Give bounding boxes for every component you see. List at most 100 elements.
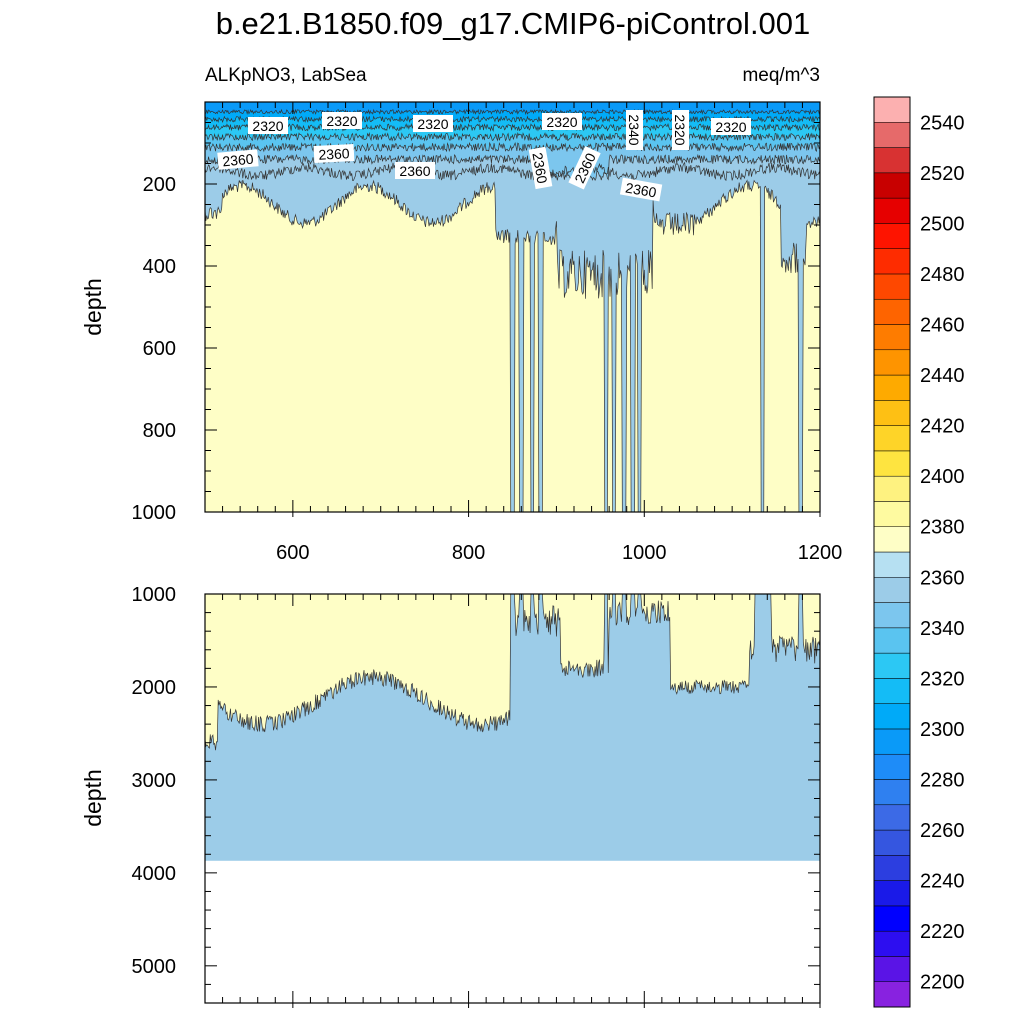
contour-label: 2320 [322, 112, 362, 129]
contour-band-2350 [205, 143, 820, 181]
y-tick-label: 4000 [132, 863, 177, 885]
upper-panel: 2320 2320 2320 2320 2320 2340 2320 2360 2360 2360… [80, 101, 843, 564]
colorbar-swatch [873, 880, 911, 907]
colorbar-swatch [873, 374, 911, 401]
colorbar-swatch [873, 298, 911, 325]
colorbar-swatch [873, 349, 911, 376]
colorbar-label: 2520 [920, 163, 965, 185]
subtitle-left: ALKpNO3, LabSea [205, 65, 367, 86]
contour-label: 2320 [413, 115, 453, 132]
svg-text:2360: 2360 [222, 151, 255, 170]
contour-label: 2360 [313, 143, 355, 164]
svg-text:2360: 2360 [399, 163, 430, 179]
y-tick-label: 600 [143, 338, 176, 360]
colorbar-label: 2440 [920, 365, 965, 387]
colorbar-swatch [873, 425, 911, 452]
colorbar-frame [873, 96, 911, 1008]
upper-axis-ticks: 200 400 600 800 1000 600 800 1000 1200 [132, 101, 843, 564]
colorbar-label: 2260 [920, 820, 965, 842]
y-tick-label: 5000 [132, 956, 177, 978]
lower-contour-fill [205, 594, 820, 861]
contour-line [204, 161, 821, 182]
colorbar-swatch [873, 804, 911, 831]
svg-text:2320: 2320 [417, 116, 448, 132]
colorbar-label: 2220 [920, 921, 965, 943]
chart-title: b.e21.B1850.f09_g17.CMIP6-piControl.001 [216, 6, 811, 41]
colorbar-swatch [873, 475, 911, 502]
colorbar-label: 2240 [920, 871, 965, 893]
colorbar-swatch [873, 956, 911, 982]
colorbar-label: 2300 [920, 719, 965, 741]
colorbar-swatch [873, 273, 911, 300]
upper-contour-fill [205, 102, 820, 513]
colorbar-swatch [873, 577, 911, 603]
y-tick-label: 3000 [132, 770, 177, 792]
colorbar-label: 2200 [920, 972, 965, 994]
x-tick-label: 800 [452, 542, 485, 564]
colorbar-swatch [873, 602, 911, 629]
colorbar-swatch [873, 223, 911, 249]
colorbar-swatch [873, 753, 911, 780]
contour-line [204, 153, 821, 182]
colorbar-swatch [873, 147, 911, 174]
colorbar-swatch [873, 248, 911, 275]
y-tick-label: 1000 [132, 502, 177, 524]
svg-text:2360: 2360 [624, 179, 658, 200]
x-tick-label: 600 [276, 542, 309, 564]
contour-label: 2320 [542, 113, 582, 130]
y-tick-label: 2000 [132, 677, 177, 699]
colorbar-swatch [873, 728, 911, 755]
svg-text:2320: 2320 [715, 119, 746, 135]
colorbar-swatch [873, 172, 911, 199]
colorbar-swatch [873, 526, 911, 553]
colorbar-label: 2380 [920, 517, 965, 539]
contour-band-2300 [205, 102, 820, 114]
colorbar-label: 2420 [920, 416, 965, 438]
colorbar-label: 2400 [920, 466, 965, 488]
colorbar-swatch [873, 627, 911, 654]
svg-text:2320: 2320 [672, 114, 688, 145]
y-tick-label: 400 [143, 256, 176, 278]
y-tick-label: 1000 [132, 584, 177, 606]
colorbar-swatch [873, 122, 911, 148]
colorbar-swatch [873, 678, 911, 704]
contour-band-2340 [205, 133, 820, 152]
contour-band-2380 [205, 179, 820, 513]
colorbar-swatch [873, 905, 911, 932]
colorbar-label: 2480 [920, 264, 965, 286]
x-tick-label: 1200 [798, 542, 843, 564]
colorbar-swatch [873, 855, 911, 881]
y-tick-label: 800 [143, 420, 176, 442]
contour-band-2360 [205, 154, 820, 512]
contour-label: 2360 [619, 177, 663, 202]
contour-label: 2320 [711, 118, 751, 135]
subtitle-right: meq/m^3 [742, 65, 820, 86]
colorbar-label: 2320 [920, 668, 965, 690]
svg-text:2320: 2320 [326, 113, 357, 129]
y-tick-label: 200 [143, 174, 176, 196]
colorbar-swatch [873, 703, 911, 730]
lower-panel: 1000 2000 3000 4000 5000 depth [80, 584, 821, 1008]
contour-label: 2320 [672, 110, 689, 150]
colorbar-swatch [873, 981, 911, 1008]
lower-y-axis-label: depth [80, 769, 106, 827]
x-tick-label: 1000 [622, 542, 667, 564]
colorbar-label: 2540 [920, 112, 965, 134]
contour-line [204, 141, 821, 153]
contour-line [204, 131, 821, 142]
contour-label: 2340 [626, 110, 643, 150]
svg-text:2340: 2340 [626, 114, 642, 145]
svg-text:2360: 2360 [529, 151, 550, 185]
svg-text:2320: 2320 [546, 114, 577, 130]
colorbar-swatch [873, 324, 911, 351]
contour-line [204, 108, 821, 116]
colorbar-label: 2360 [920, 567, 965, 589]
colorbar: 2200 2220 2240 2260 2280 2300 2320 2340 2360 2380… [873, 96, 965, 1008]
upper-y-axis-label: depth [80, 278, 106, 336]
contour-label: 2360 [395, 162, 435, 179]
colorbar-swatch [873, 779, 911, 806]
lower-axis-ticks: 1000 2000 3000 4000 5000 [132, 584, 821, 1008]
colorbar-swatch [873, 96, 911, 123]
colorbar-label: 2460 [920, 315, 965, 337]
